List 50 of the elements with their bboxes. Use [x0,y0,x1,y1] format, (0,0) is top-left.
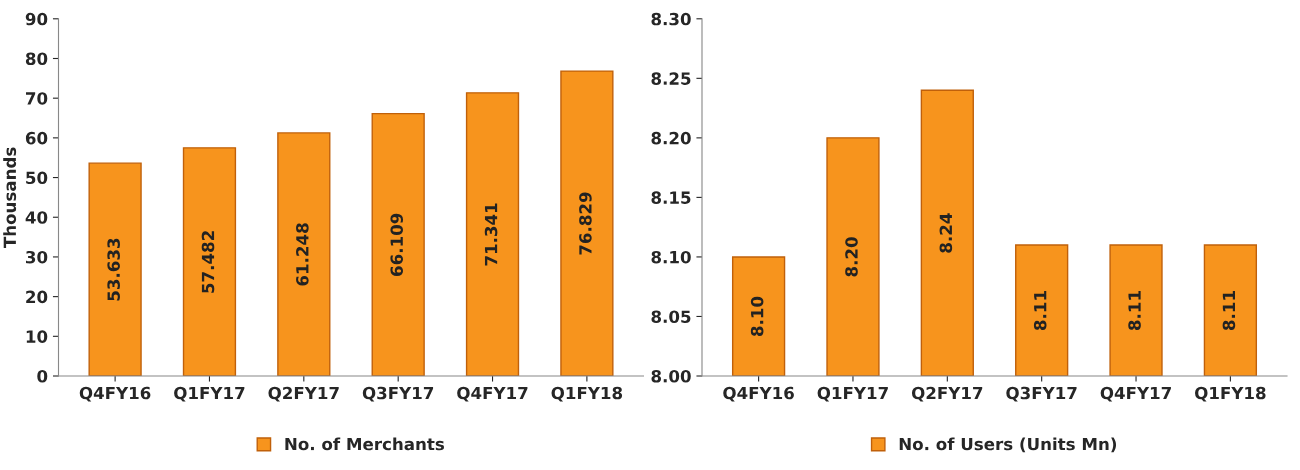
data-label: 76.829 [579,192,592,255]
y-tick-label: 30 [26,250,48,264]
y-tick-label: 8.05 [651,310,691,324]
data-label: 8.11 [1128,291,1141,331]
y-tick-label: 8.10 [651,250,691,264]
y-tick-label: 80 [25,52,48,66]
x-tick-label: Q1FY17 [817,386,888,402]
y-axis-title: Thousands [3,147,17,249]
y-tick-label: 8.25 [651,72,691,85]
data-label: 71.341 [484,203,498,266]
legend-label: No. of Merchants [285,437,444,451]
data-label: 53.633 [107,238,120,301]
x-tick-label: Q2FY17 [911,386,983,402]
x-tick-label: Q2FY17 [268,386,339,402]
x-tick-label: Q4FY17 [457,386,528,402]
y-tick-label: 8.30 [651,12,691,26]
x-tick-label: Q4FY16 [79,386,151,402]
x-tick-label: Q4FY16 [723,386,794,402]
y-tick-label: 90 [25,12,48,26]
data-label: 57.482 [201,231,215,293]
y-tick-label: 10 [26,330,48,343]
x-tick-label: Q1FY18 [1195,386,1266,402]
data-label: 8.11 [1033,291,1047,331]
data-label: 66.109 [390,213,404,276]
y-tick-label: 8.00 [651,369,691,383]
legend-label: No. of Users (Units Mn) [899,437,1117,453]
y-tick-label: 60 [25,131,48,145]
x-tick-label: Q1FY18 [551,386,623,402]
y-tick-label: 70 [26,92,48,105]
bar [465,92,520,376]
y-tick-label: 40 [25,211,48,224]
data-label: 8.10 [750,296,764,337]
y-tick-label: 20 [26,290,48,304]
data-label: 8.20 [845,237,858,277]
y-tick-label: 8.20 [651,131,691,145]
bar [182,147,237,376]
x-tick-label: Q3FY17 [1006,386,1077,402]
bar [371,112,425,376]
x-tick-label: Q3FY17 [362,386,434,402]
bar [277,132,331,376]
y-tick-label: 0 [37,369,48,383]
bar [88,162,142,376]
data-label: 8.11 [1222,291,1236,331]
x-tick-label: Q4FY17 [1100,386,1171,402]
data-label: 61.248 [296,223,309,286]
y-tick-label: 50 [26,171,48,185]
data-label: 8.24 [939,213,953,253]
y-tick-label: 8.15 [651,191,691,204]
bar [560,70,614,376]
x-tick-label: Q1FY17 [174,386,245,402]
